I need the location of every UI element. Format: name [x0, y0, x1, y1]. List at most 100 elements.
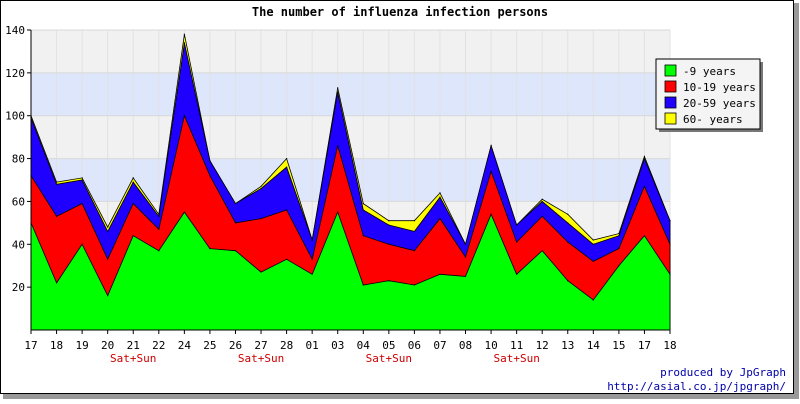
data-point-9-years: [158, 250, 160, 252]
data-point-20-59-years: [81, 179, 83, 181]
data-point-9-years: [132, 235, 134, 237]
data-point-20-59-years: [337, 91, 339, 93]
data-point-9-years: [541, 250, 543, 252]
frame-shadow-right: [794, 3, 799, 399]
y-tick-labels: 20 40 60 80 100 120 140: [5, 24, 31, 294]
data-point-10-19-years: [183, 115, 185, 117]
data-point-10-19-years: [439, 217, 441, 220]
data-point-60-years: [388, 220, 390, 222]
data-point-10-19-years: [413, 250, 415, 252]
data-point-20-59-years: [132, 181, 134, 183]
data-point-60-years: [643, 155, 646, 158]
x-tick-label: 22: [152, 339, 165, 352]
data-point-10-19-years: [541, 215, 543, 218]
data-point-10-19-years: [388, 243, 390, 245]
data-point-60-years: [413, 220, 415, 222]
data-point-9-years: [362, 284, 364, 286]
data-point-20-59-years: [158, 215, 160, 218]
data-point-9-years: [567, 280, 569, 282]
x-tick-label: 12: [536, 339, 549, 352]
data-point-9-years: [55, 282, 58, 284]
x-tick-label: 26: [229, 339, 242, 352]
data-point-20-59-years: [413, 230, 415, 233]
data-point-10-19-years: [234, 222, 237, 224]
data-point-9-years: [388, 280, 390, 282]
data-point-9-years: [413, 284, 415, 286]
legend-swatch: [664, 96, 677, 109]
data-point-9-years: [643, 235, 646, 237]
legend-label: 60- years: [683, 113, 743, 126]
frame-shadow-bottom: [3, 394, 799, 399]
x-tick-label: 08: [459, 339, 472, 352]
plot-band: [31, 72, 670, 116]
y-tick-label: 80: [12, 153, 25, 166]
data-point-60-years: [55, 181, 58, 183]
x-tick-label: 28: [280, 339, 293, 352]
data-point-10-19-years: [55, 215, 58, 218]
data-point-9-years: [260, 271, 262, 273]
y-tick-label: 40: [12, 238, 25, 251]
data-point-60-years: [183, 33, 185, 35]
x-tick-label: 17: [638, 339, 651, 352]
x-tick-label: 11: [510, 339, 523, 352]
x-tick-label: 25: [203, 339, 216, 352]
data-point-60-years: [439, 192, 441, 194]
chart-title: The number of influenza infection person…: [252, 5, 548, 19]
data-point-9-years: [490, 213, 492, 215]
x-tick-label: 27: [254, 339, 267, 352]
x-tick-sublabel: Sat+Sun: [366, 352, 412, 365]
legend: -9 years 10-19 years 20-59 years 60- years: [655, 58, 763, 132]
data-point-20-59-years: [643, 157, 646, 160]
data-point-10-19-years: [311, 258, 313, 260]
legend-label: -9 years: [683, 65, 736, 78]
legend-swatch: [664, 112, 677, 125]
data-point-10-19-years: [643, 185, 646, 188]
y-tick-label: 140: [5, 24, 25, 37]
data-point-20-59-years: [439, 196, 441, 198]
credit-line-1: produced by JpGraph: [660, 366, 786, 379]
data-point-20-59-years: [592, 243, 594, 245]
data-point-60-years: [337, 87, 339, 89]
data-point-10-19-years: [464, 256, 467, 258]
data-point-9-years: [183, 211, 185, 213]
data-point-10-19-years: [286, 209, 288, 211]
x-tick-label: 05: [382, 339, 395, 352]
stacked-areas: [30, 33, 671, 331]
data-point-60-years: [490, 145, 492, 147]
y-tick-label: 100: [5, 110, 25, 123]
data-point-9-years: [107, 295, 109, 297]
legend-label: 20-59 years: [683, 97, 756, 110]
x-tick-label: 19: [75, 339, 88, 352]
data-point-60-years: [234, 202, 237, 205]
x-tick-label: 21: [127, 339, 140, 352]
data-point-9-years: [464, 275, 467, 278]
data-point-20-59-years: [55, 183, 58, 185]
x-tick-sublabel: Sat+Sun: [493, 352, 539, 365]
data-point-10-19-years: [669, 243, 671, 245]
data-point-9-years: [618, 265, 620, 267]
credit-line-2: http://asial.co.jp/jpgraph/: [607, 380, 786, 393]
x-tick-sublabel: Sat+Sun: [110, 352, 156, 365]
data-point-10-19-years: [592, 260, 594, 263]
data-point-20-59-years: [183, 42, 185, 44]
x-tick-label: 13: [561, 339, 574, 352]
plot-band: [31, 30, 670, 73]
data-point-10-19-years: [362, 235, 364, 237]
x-tick-label: 03: [331, 339, 344, 352]
data-point-60-years: [618, 232, 620, 235]
x-tick-label: 10: [484, 339, 497, 352]
data-point-20-59-years: [567, 222, 569, 224]
data-point-20-59-years: [618, 235, 620, 237]
data-point-60-years: [669, 220, 671, 222]
data-point-60-years: [209, 160, 211, 162]
x-tick-label: 04: [357, 339, 371, 352]
data-point-20-59-years: [362, 209, 364, 211]
data-point-60-years: [464, 243, 467, 245]
x-tick-label: 17: [24, 339, 37, 352]
data-point-9-years: [592, 299, 594, 301]
data-point-9-years: [439, 273, 441, 275]
x-tick-sublabel: Sat+Sun: [238, 352, 284, 365]
x-tick-label: 06: [408, 339, 421, 352]
data-point-10-19-years: [490, 170, 492, 173]
